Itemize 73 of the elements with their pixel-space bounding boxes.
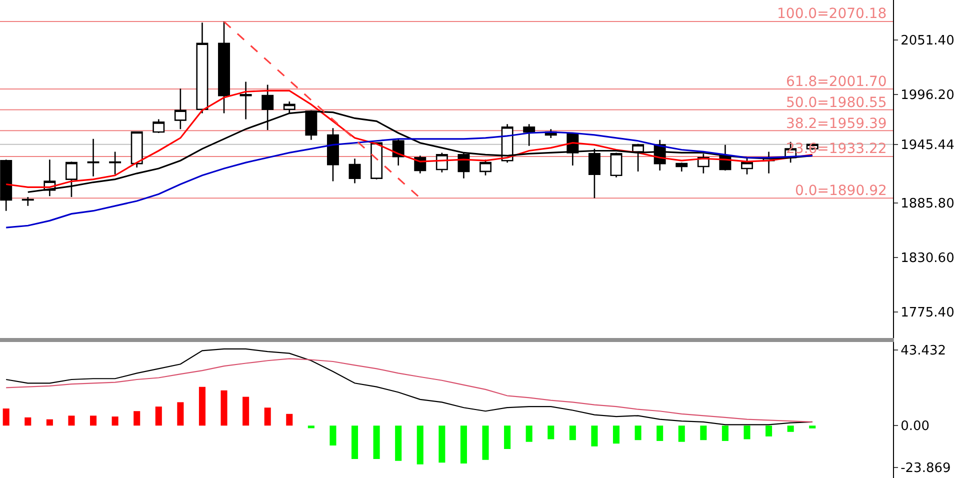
candlestick — [218, 20, 230, 114]
bar — [504, 426, 511, 450]
ref-line-label: 38.2=1959.39 — [786, 116, 887, 132]
bar — [569, 426, 576, 440]
bar — [112, 416, 118, 426]
bar — [177, 402, 184, 426]
candlestick — [632, 143, 644, 172]
bar — [526, 426, 532, 442]
candlestick — [523, 123, 536, 146]
bar — [264, 408, 271, 426]
bar — [90, 416, 97, 426]
ref-line-label: 50.0=1980.55 — [786, 95, 887, 111]
y-tick-label: 1830.60 — [900, 251, 954, 266]
line-series — [6, 358, 813, 422]
bar — [678, 426, 685, 442]
bar — [330, 426, 336, 446]
bar — [68, 416, 75, 426]
bar — [787, 426, 794, 432]
bar — [634, 426, 642, 440]
bar — [416, 426, 424, 464]
candlestick — [392, 138, 404, 166]
candlestick — [87, 138, 100, 178]
bar — [155, 406, 162, 426]
bar — [722, 426, 728, 441]
bar — [809, 426, 816, 428]
y-tick-label: 43.432 — [900, 343, 946, 358]
bar — [460, 426, 467, 464]
bar — [351, 426, 358, 459]
bar — [700, 426, 707, 440]
bar — [220, 390, 228, 426]
candlestick — [109, 151, 122, 176]
candlestick — [152, 118, 165, 134]
bar — [744, 426, 750, 440]
bar — [591, 426, 598, 446]
candlestick — [22, 196, 34, 207]
candlestick — [0, 158, 12, 212]
y-tick-label: 1885.80 — [900, 196, 954, 212]
y-tick-label: 1945.44 — [900, 138, 954, 153]
ref-line-label: 100.0=2070.18 — [777, 6, 887, 22]
candlestick — [326, 127, 339, 182]
bar — [395, 426, 402, 461]
bar — [24, 417, 32, 426]
bar — [198, 386, 206, 426]
bar — [286, 414, 293, 426]
candlestick — [196, 22, 208, 114]
candlestick — [458, 152, 470, 179]
bar — [373, 426, 380, 459]
candlestick — [174, 88, 186, 130]
bar — [482, 426, 489, 460]
bar — [2, 408, 10, 426]
bar — [612, 426, 620, 444]
candlestick — [348, 158, 361, 184]
bar — [134, 411, 140, 426]
ref-line-label: 0.0=1890.92 — [795, 183, 887, 199]
candlestick — [240, 81, 252, 120]
bar — [438, 426, 446, 463]
candlestick — [676, 162, 688, 172]
bar — [766, 426, 772, 436]
y-tick-label: 1996.20 — [900, 88, 954, 103]
bar — [242, 396, 250, 426]
ref-line-label: 61.8=2001.70 — [786, 74, 887, 90]
bar — [548, 426, 554, 440]
y-tick-label: 1775.40 — [900, 305, 954, 320]
y-tick-label: 0.00 — [900, 419, 930, 434]
candlestick — [370, 142, 383, 180]
candlestick — [480, 158, 492, 176]
y-tick-label: -23.869 — [900, 460, 951, 476]
bar — [46, 419, 53, 426]
bar — [656, 426, 664, 441]
candlestick — [130, 131, 143, 168]
candlestick — [610, 152, 622, 178]
bar — [308, 426, 314, 428]
y-tick-label: 2051.40 — [900, 34, 954, 49]
